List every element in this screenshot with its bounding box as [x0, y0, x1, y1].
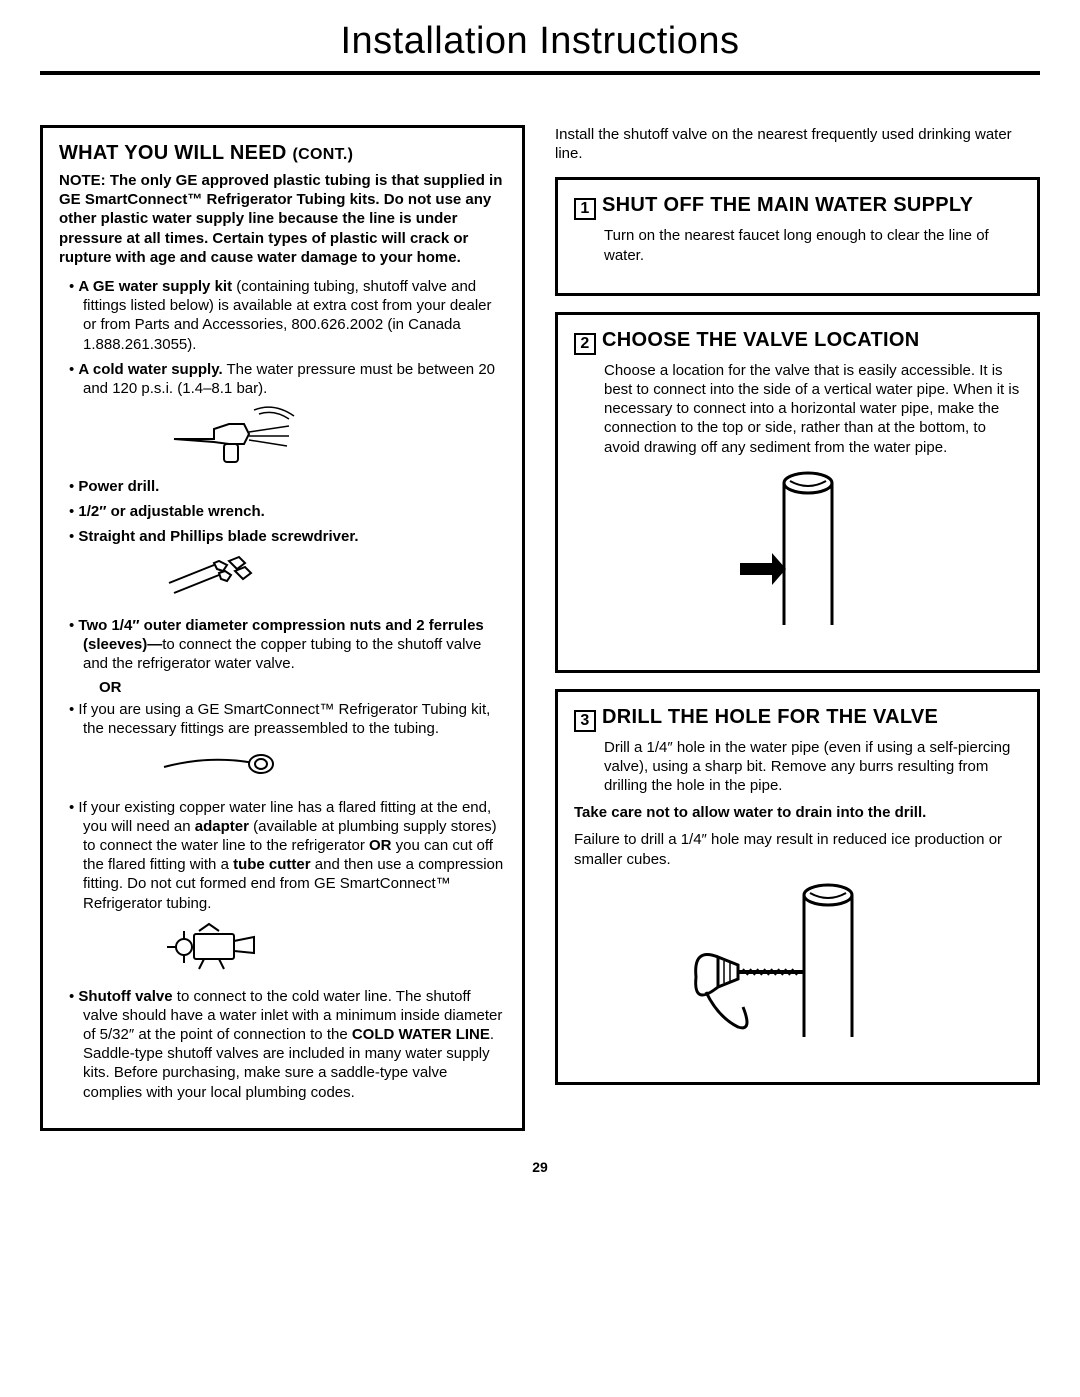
- step-title: DRILL THE HOLE FOR THE VALVE: [602, 706, 938, 728]
- note-text: NOTE: The only GE approved plastic tubin…: [59, 171, 506, 267]
- bold-text: Power drill.: [78, 478, 159, 495]
- list-item: If you are using a GE SmartConnect™ Refr…: [69, 700, 506, 738]
- bold-text: A GE water supply kit: [78, 278, 232, 295]
- step-2-heading: 2 CHOOSE THE VALVE LOCATION: [574, 329, 1021, 355]
- step-1-box: 1 SHUT OFF THE MAIN WATER SUPPLY Turn on …: [555, 177, 1040, 295]
- step-title: SHUT OFF THE MAIN WATER SUPPLY: [602, 194, 973, 216]
- what-you-need-box: WHAT YOU WILL NEED (CONT.) NOTE: The onl…: [40, 125, 525, 1131]
- page-title: Installation Instructions: [40, 20, 1040, 63]
- drill-pipe-illustration: [574, 877, 1021, 1052]
- step-number: 3: [574, 710, 596, 732]
- step-number: 1: [574, 198, 596, 220]
- step-3-warning: Take care not to allow water to drain in…: [574, 803, 1021, 822]
- list-item: If your existing copper water line has a…: [69, 798, 506, 913]
- step-number: 2: [574, 333, 596, 355]
- tubing-illustration: [159, 745, 506, 790]
- bold-text: tube cutter: [233, 856, 311, 873]
- list-item: Power drill.: [69, 477, 506, 496]
- step-1-body: Turn on the nearest faucet long enough t…: [574, 226, 1021, 264]
- step-title: CHOOSE THE VALVE LOCATION: [602, 329, 920, 351]
- page-number: 29: [40, 1159, 1040, 1175]
- needs-list-2: Power drill. 1/2″ or adjustable wrench. …: [59, 477, 506, 547]
- list-item: Straight and Phillips blade screwdriver.: [69, 527, 506, 546]
- needs-list: A GE water supply kit (containing tubing…: [59, 277, 506, 398]
- or-separator: OR: [69, 679, 506, 696]
- content-columns: WHAT YOU WILL NEED (CONT.) NOTE: The onl…: [40, 125, 1040, 1147]
- bold-text: OR: [369, 837, 392, 854]
- step-2-body: Choose a location for the valve that is …: [574, 361, 1021, 457]
- bold-text: COLD WATER LINE: [352, 1026, 490, 1043]
- needs-list-3: Two 1/4″ outer diameter compression nuts…: [59, 616, 506, 674]
- title-bar: Installation Instructions: [40, 20, 1040, 75]
- heading-text: WHAT YOU WILL NEED: [59, 142, 287, 164]
- left-heading: WHAT YOU WILL NEED (CONT.): [59, 142, 506, 165]
- list-item: 1/2″ or adjustable wrench.: [69, 502, 506, 521]
- step-1-heading: 1 SHUT OFF THE MAIN WATER SUPPLY: [574, 194, 1021, 220]
- step-3-body1: Drill a 1/4″ hole in the water pipe (eve…: [574, 738, 1021, 796]
- intro-text: Install the shutoff valve on the nearest…: [555, 125, 1040, 163]
- bold-text: Straight and Phillips blade screwdriver.: [78, 528, 358, 545]
- right-column: Install the shutoff valve on the nearest…: [555, 125, 1040, 1147]
- heading-cont: (CONT.): [292, 146, 353, 163]
- bold-text: adapter: [195, 818, 249, 835]
- needs-list-5: If your existing copper water line has a…: [59, 798, 506, 913]
- step-3-box: 3 DRILL THE HOLE FOR THE VALVE Drill a 1/…: [555, 689, 1040, 1085]
- list-item: Shutoff valve to connect to the cold wat…: [69, 987, 506, 1102]
- pipe-location-illustration: [574, 465, 1021, 640]
- step-3-body2: Failure to drill a 1/4″ hole may result …: [574, 830, 1021, 868]
- needs-list-4: If you are using a GE SmartConnect™ Refr…: [59, 700, 506, 738]
- list-item: A GE water supply kit (containing tubing…: [69, 277, 506, 354]
- step-3-heading: 3 DRILL THE HOLE FOR THE VALVE: [574, 706, 1021, 732]
- list-item: A cold water supply. The water pressure …: [69, 360, 506, 398]
- needs-list-6: Shutoff valve to connect to the cold wat…: [59, 987, 506, 1102]
- list-item: Two 1/4″ outer diameter compression nuts…: [69, 616, 506, 674]
- valve-illustration: [159, 919, 506, 979]
- bold-text: Shutoff valve: [78, 988, 172, 1005]
- drill-illustration: [159, 404, 506, 469]
- bold-text: 1/2″ or adjustable wrench.: [78, 503, 264, 520]
- left-column: WHAT YOU WILL NEED (CONT.) NOTE: The onl…: [40, 125, 525, 1147]
- bold-text: A cold water supply.: [78, 361, 222, 378]
- step-2-box: 2 CHOOSE THE VALVE LOCATION Choose a loca…: [555, 312, 1040, 673]
- nuts-illustration: [159, 553, 506, 608]
